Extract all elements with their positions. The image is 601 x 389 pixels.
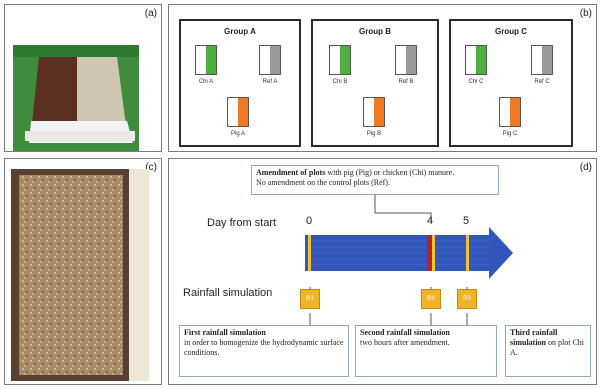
panel-label-a: (a) — [144, 8, 157, 19]
rain-label: Rainfall simulation — [183, 287, 273, 299]
amendment-box: Amendment of plots with pig (Pig) or chi… — [251, 165, 499, 195]
group-b: Group B Chi B Ref B Pig B — [311, 19, 439, 147]
plot-ref — [531, 45, 553, 75]
plot-label-chi: Chi C — [468, 79, 484, 85]
ref-fill — [270, 46, 280, 74]
note-2-rest: two hours after amendment. — [360, 338, 450, 347]
rain-box-1: R1 — [300, 289, 320, 309]
amendment-rest: with pig (Pig) or chicken (Chi) manure. — [325, 168, 455, 177]
ref-fill — [406, 46, 416, 74]
chi-fill — [340, 46, 350, 74]
plot-chi — [329, 45, 351, 75]
group-title: Group A — [224, 27, 256, 36]
day-4: 4 — [427, 215, 434, 227]
plot-ref — [395, 45, 417, 75]
note-1-rest: in order to homogenize the hydrodynamic … — [184, 338, 344, 357]
plot-label-ref: Ref A — [262, 79, 278, 85]
plot-ref — [259, 45, 281, 75]
soil-photo-c — [11, 169, 149, 381]
note-3-rest: on plot Chi A. — [510, 338, 585, 357]
pig-fill — [510, 98, 520, 126]
plot-pig — [499, 97, 521, 127]
chi-fill — [206, 46, 216, 74]
plot-label-chi: Chi B — [332, 79, 348, 85]
ref-fill — [542, 46, 552, 74]
plot-label-pig: Pig C — [502, 131, 518, 137]
plot-pig — [363, 97, 385, 127]
note-3-bold: Third rainfall simulation — [510, 328, 558, 347]
amendment-bold: Amendment of plots — [256, 168, 326, 177]
panel-label-c: (c) — [145, 162, 157, 173]
amendment-line2: No amendment on the control plots (Ref). — [256, 178, 390, 187]
pig-fill — [374, 98, 384, 126]
note-2-bold: Second rainfall simulation — [360, 328, 450, 337]
note-first-rainfall: First rainfall simulation in order to ho… — [179, 325, 349, 377]
plot-chi — [195, 45, 217, 75]
plot-photo-a — [13, 45, 139, 151]
marker-day-5 — [466, 235, 469, 271]
plot-label-pig: Pig B — [366, 131, 382, 137]
panel-b: (b) Group A Chi A Ref A Pig A Group B Ch… — [168, 4, 597, 152]
panel-c: (c) — [4, 158, 162, 385]
marker-day-0 — [308, 235, 311, 271]
group-a: Group A Chi A Ref A Pig A — [179, 19, 301, 147]
marker-day-4-red — [427, 235, 432, 271]
group-title: Group C — [495, 27, 527, 36]
pig-fill — [238, 98, 248, 126]
group-c: Group C Chi C Ref C Pig C — [449, 19, 573, 147]
plot-label-pig: Pig A — [230, 131, 245, 137]
plot-chi — [465, 45, 487, 75]
rain-box-3: R3 — [457, 289, 477, 309]
plot-pig — [227, 97, 249, 127]
timeline-arrow — [305, 227, 513, 279]
panel-d: (d) Amendment of plots with pig (Pig) or… — [168, 158, 597, 385]
rain-box-2: R2 — [421, 289, 441, 309]
plot-label-ref: Ref B — [398, 79, 414, 85]
group-title: Group B — [359, 27, 391, 36]
note-third-rainfall: Third rainfall simulation on plot Chi A. — [505, 325, 591, 377]
day-5: 5 — [463, 215, 470, 227]
panel-a: (a) — [4, 4, 162, 152]
chi-fill — [476, 46, 486, 74]
note-1-bold: First rainfall simulation — [184, 328, 266, 337]
plot-label-ref: Ref C — [534, 79, 550, 85]
panel-label-d: (d) — [579, 162, 592, 173]
panel-label-b: (b) — [579, 8, 592, 19]
day-label: Day from start — [207, 217, 277, 229]
note-second-rainfall: Second rainfall simulation two hours aft… — [355, 325, 497, 377]
plot-label-chi: Chi A — [198, 79, 214, 85]
day-0: 0 — [306, 215, 313, 227]
marker-day-4-yellow — [432, 235, 435, 271]
